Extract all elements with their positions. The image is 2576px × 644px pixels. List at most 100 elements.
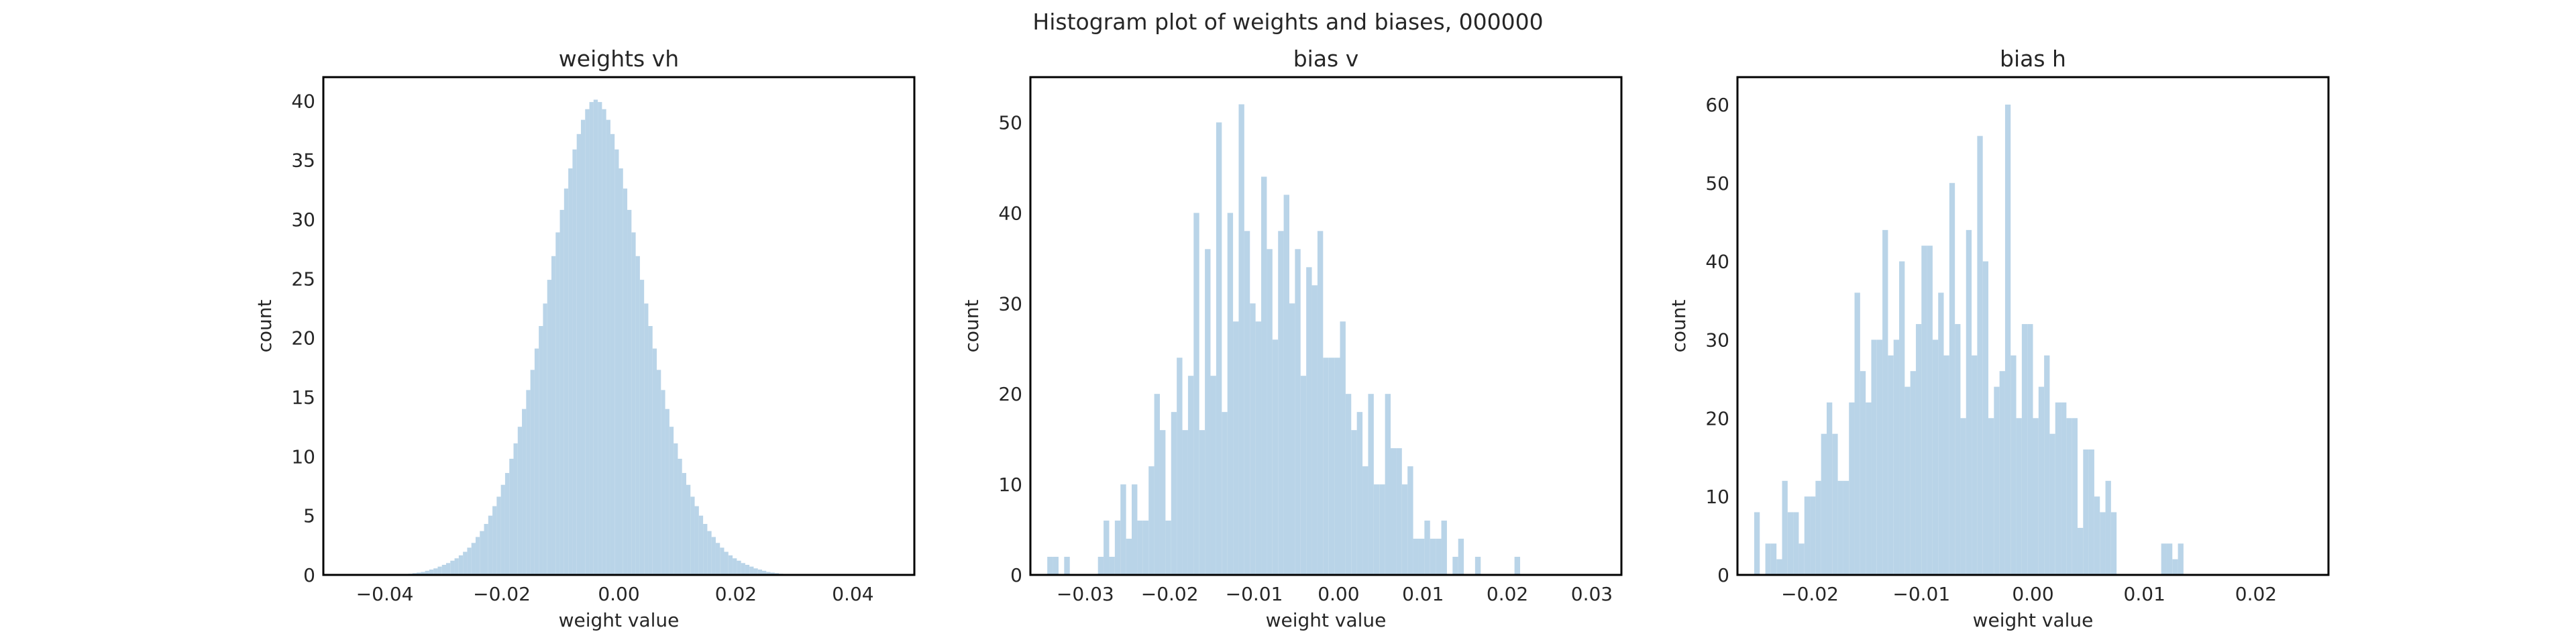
histogram-bar bbox=[1391, 448, 1397, 575]
y-axis-label: count bbox=[961, 299, 983, 352]
histogram-bar bbox=[509, 458, 514, 575]
histogram-bar bbox=[1255, 321, 1262, 575]
histogram-bar bbox=[1047, 557, 1053, 575]
histogram-bar bbox=[1407, 466, 1413, 575]
histogram-bar bbox=[1171, 412, 1177, 575]
histogram-bar bbox=[1888, 355, 1894, 575]
histogram-bar bbox=[1804, 496, 1811, 575]
histogram-bar bbox=[2178, 543, 2184, 575]
histogram-bar bbox=[610, 133, 615, 576]
histogram-bar bbox=[1317, 231, 1324, 576]
y-tick-label: 40 bbox=[1705, 251, 1729, 273]
histogram-bar bbox=[1334, 358, 1340, 575]
histogram-bar bbox=[2100, 512, 2106, 575]
histogram-bar bbox=[1821, 433, 1827, 575]
histogram-bar bbox=[1514, 557, 1521, 575]
panel-weights-vh: weights vh −0.04 −0.02 0.00 0.02 0.04 0 5 10 15 20… bbox=[254, 46, 916, 631]
x-tick-label: 0.02 bbox=[715, 583, 757, 605]
histogram-bar bbox=[1300, 376, 1307, 575]
x-tick-label: −0.02 bbox=[1141, 583, 1199, 605]
histogram-bar bbox=[1233, 321, 1239, 575]
histogram-bar bbox=[593, 99, 598, 575]
histogram-bar bbox=[534, 348, 539, 575]
y-tick-label: 25 bbox=[291, 268, 315, 290]
histogram-bar bbox=[1430, 539, 1436, 575]
panel-bias-h: bias h −0.02 −0.01 0.00 0.01 0.02 0 10 20 30 40 50 6… bbox=[1668, 46, 2330, 631]
histogram-bar bbox=[1295, 249, 1301, 575]
histogram-bar bbox=[526, 390, 531, 575]
histogram-bar bbox=[1373, 484, 1380, 575]
histogram-bar bbox=[2166, 543, 2173, 575]
axes-frame bbox=[1029, 76, 1623, 576]
y-tick-label: 60 bbox=[1705, 94, 1729, 116]
histogram-bar bbox=[1972, 355, 1978, 575]
histogram-bar bbox=[1915, 324, 1922, 575]
histogram-bar bbox=[421, 572, 425, 575]
histogram-bar bbox=[1424, 521, 1430, 575]
y-tick-label: 40 bbox=[291, 90, 315, 112]
histogram-bar bbox=[475, 537, 480, 575]
histogram-bar bbox=[2033, 418, 2039, 575]
histogram-bar bbox=[1289, 303, 1295, 575]
histogram-bar bbox=[1278, 231, 1284, 576]
histogram-bar bbox=[1871, 339, 1877, 575]
histogram-bar bbox=[522, 409, 527, 575]
y-tick-label: 50 bbox=[1705, 172, 1729, 195]
histogram-bar bbox=[1306, 267, 1312, 575]
histogram-bar bbox=[1910, 371, 1916, 575]
y-tick-label: 10 bbox=[291, 445, 315, 468]
histogram-bar bbox=[669, 427, 674, 575]
histogram-bar bbox=[1187, 376, 1194, 575]
histogram-bar bbox=[1441, 521, 1447, 575]
histogram-bar bbox=[694, 506, 699, 575]
y-tick-label: 30 bbox=[291, 209, 315, 231]
x-tick-label: −0.01 bbox=[1892, 583, 1950, 605]
histogram-bar bbox=[589, 102, 594, 576]
histogram-bar bbox=[762, 570, 767, 575]
histogram-bar bbox=[1283, 195, 1289, 575]
histogram-bar bbox=[745, 564, 750, 575]
histogram-bar bbox=[492, 506, 497, 575]
x-tick-label: 0.03 bbox=[1571, 583, 1613, 605]
histogram-bar bbox=[686, 484, 691, 575]
x-tick-label: 0.00 bbox=[2012, 583, 2053, 605]
histogram-bar bbox=[429, 570, 434, 575]
histogram-bar bbox=[425, 570, 429, 575]
histogram-bar bbox=[568, 168, 573, 575]
histogram-bar bbox=[1782, 480, 1788, 575]
y-tick-label: 15 bbox=[291, 386, 315, 409]
histogram-bar bbox=[1222, 412, 1228, 575]
histogram-bar bbox=[1267, 249, 1273, 575]
histogram-bar bbox=[627, 209, 632, 575]
histogram-bar bbox=[2021, 324, 2028, 575]
histogram-bar bbox=[1165, 521, 1171, 575]
histogram-bar bbox=[1379, 484, 1385, 575]
y-tick-label: 20 bbox=[1705, 407, 1729, 429]
histogram-bar bbox=[1362, 466, 1368, 575]
histogram-bar bbox=[1109, 557, 1115, 575]
histogram-bar bbox=[458, 555, 464, 575]
histogram-bar bbox=[1955, 324, 1961, 575]
x-tick-label: −0.01 bbox=[1226, 583, 1283, 605]
panel-title: bias h bbox=[2000, 46, 2066, 72]
histogram-bar bbox=[1860, 371, 1866, 575]
histogram-bar bbox=[1815, 480, 1821, 575]
histogram-bar bbox=[2049, 433, 2055, 575]
histogram-bar bbox=[572, 149, 577, 575]
histogram-bar bbox=[1899, 261, 1905, 575]
histogram-bar bbox=[1227, 213, 1234, 575]
histogram-bar bbox=[623, 189, 628, 575]
histogram-bar bbox=[1882, 229, 1888, 575]
histogram-bar bbox=[598, 102, 602, 576]
histogram-bar bbox=[1999, 371, 2005, 575]
histogram-bar bbox=[471, 543, 476, 575]
histogram-bar bbox=[753, 568, 758, 575]
histogram-bar bbox=[2172, 559, 2178, 575]
panel-title: weights vh bbox=[559, 46, 679, 72]
histogram-bar bbox=[1826, 402, 1833, 575]
histogram-bar bbox=[480, 531, 484, 575]
histogram-bar bbox=[1401, 484, 1408, 575]
y-tick-label: 0 bbox=[1010, 564, 1022, 586]
histogram-bar bbox=[2038, 386, 2045, 575]
histogram-bar bbox=[1770, 543, 1777, 575]
